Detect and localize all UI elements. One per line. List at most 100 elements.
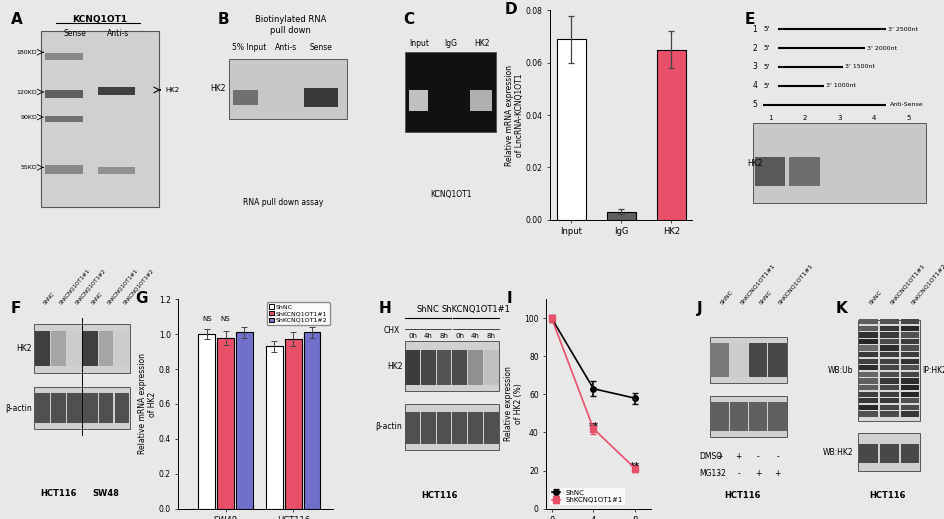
Text: ShKCNQ1OT1#1: ShKCNQ1OT1#1 [59, 268, 91, 306]
FancyBboxPatch shape [859, 365, 878, 371]
Text: +: + [755, 469, 762, 478]
Text: 5': 5' [764, 26, 769, 32]
FancyBboxPatch shape [880, 352, 899, 357]
FancyBboxPatch shape [859, 339, 878, 344]
FancyBboxPatch shape [34, 387, 130, 429]
FancyBboxPatch shape [789, 157, 820, 186]
Text: Anti-s: Anti-s [275, 43, 297, 52]
Text: 2: 2 [802, 115, 807, 121]
Text: ShKCNQ1OT1#1: ShKCNQ1OT1#1 [441, 305, 510, 314]
FancyBboxPatch shape [901, 339, 919, 344]
Text: 0h: 0h [455, 333, 464, 339]
Text: WB:Ub: WB:Ub [828, 366, 853, 375]
Text: β-actin: β-actin [5, 404, 32, 413]
FancyBboxPatch shape [452, 412, 467, 444]
FancyBboxPatch shape [880, 405, 899, 410]
Text: ShKCNQ1OT1#2: ShKCNQ1OT1#2 [910, 263, 944, 306]
FancyBboxPatch shape [99, 393, 113, 423]
FancyBboxPatch shape [405, 341, 499, 391]
FancyBboxPatch shape [901, 372, 919, 377]
Text: CHX: CHX [383, 326, 400, 335]
FancyBboxPatch shape [859, 385, 878, 390]
Text: KCNQ1OT1: KCNQ1OT1 [72, 15, 127, 23]
Text: A: A [11, 12, 23, 28]
FancyBboxPatch shape [233, 90, 258, 105]
FancyBboxPatch shape [83, 393, 97, 423]
FancyBboxPatch shape [859, 398, 878, 403]
Text: H: H [379, 302, 392, 317]
FancyBboxPatch shape [880, 411, 899, 417]
FancyBboxPatch shape [901, 319, 919, 324]
Text: 5': 5' [764, 45, 769, 51]
FancyBboxPatch shape [730, 343, 748, 377]
FancyBboxPatch shape [470, 90, 492, 111]
Bar [285, 339, 302, 509]
FancyBboxPatch shape [880, 319, 899, 324]
Bar [236, 333, 253, 509]
Text: HCT116: HCT116 [40, 489, 76, 498]
Text: Sense: Sense [63, 29, 86, 38]
Text: ShKCNQ1OT1#1: ShKCNQ1OT1#1 [106, 268, 139, 306]
FancyBboxPatch shape [859, 411, 878, 417]
Text: HK2: HK2 [747, 159, 763, 168]
FancyBboxPatch shape [859, 346, 878, 351]
Text: SW48: SW48 [93, 489, 120, 498]
Y-axis label: Relative expression
of HK2 (%): Relative expression of HK2 (%) [503, 366, 523, 441]
FancyBboxPatch shape [115, 331, 129, 366]
FancyBboxPatch shape [452, 349, 467, 385]
Text: -: - [776, 452, 779, 461]
FancyBboxPatch shape [710, 343, 729, 377]
Text: MG132: MG132 [700, 469, 726, 478]
FancyBboxPatch shape [45, 90, 82, 98]
FancyBboxPatch shape [880, 326, 899, 331]
Text: +: + [735, 452, 742, 461]
Text: **: ** [588, 422, 598, 432]
Text: -: - [737, 469, 740, 478]
Text: F: F [10, 302, 21, 317]
FancyBboxPatch shape [901, 378, 919, 384]
FancyBboxPatch shape [901, 365, 919, 371]
FancyBboxPatch shape [421, 412, 436, 444]
Text: Biotinylated RNA
pull down: Biotinylated RNA pull down [255, 15, 326, 35]
Y-axis label: Relative mRNA expression
of HK2: Relative mRNA expression of HK2 [138, 353, 158, 455]
Text: 4: 4 [871, 115, 876, 121]
Text: 5': 5' [764, 83, 769, 89]
Text: 5: 5 [752, 100, 757, 109]
Y-axis label: Relative mRNA expression
of LncRNA-KCNQ1OT1: Relative mRNA expression of LncRNA-KCNQ1… [505, 64, 524, 166]
Text: ShNC: ShNC [758, 289, 773, 306]
FancyBboxPatch shape [67, 393, 81, 423]
Text: E: E [745, 12, 755, 28]
FancyBboxPatch shape [405, 412, 420, 444]
FancyBboxPatch shape [34, 324, 130, 373]
Bar [657, 50, 686, 220]
FancyBboxPatch shape [901, 332, 919, 337]
FancyBboxPatch shape [880, 339, 899, 344]
Text: NS: NS [202, 316, 211, 322]
Text: HK2: HK2 [16, 344, 32, 353]
Legend: ShNC, ShKCNQ1OT1#1: ShNC, ShKCNQ1OT1#1 [550, 487, 625, 505]
Text: Anti-s: Anti-s [108, 29, 129, 38]
FancyBboxPatch shape [41, 31, 159, 207]
Text: DMSO: DMSO [700, 452, 722, 461]
Text: +: + [716, 452, 723, 461]
FancyBboxPatch shape [859, 319, 878, 324]
Text: 0h: 0h [408, 333, 417, 339]
FancyBboxPatch shape [468, 412, 483, 444]
FancyBboxPatch shape [437, 349, 451, 385]
FancyBboxPatch shape [901, 444, 919, 462]
Text: ShKCNQ1OT1#2: ShKCNQ1OT1#2 [75, 268, 107, 306]
Text: ShNC: ShNC [719, 289, 734, 306]
FancyBboxPatch shape [730, 402, 748, 431]
FancyBboxPatch shape [484, 349, 498, 385]
FancyBboxPatch shape [901, 411, 919, 417]
Bar [304, 333, 320, 509]
FancyBboxPatch shape [229, 59, 347, 119]
Bar [198, 334, 215, 509]
FancyBboxPatch shape [880, 385, 899, 390]
FancyBboxPatch shape [901, 346, 919, 351]
Text: HK2: HK2 [474, 39, 490, 48]
FancyBboxPatch shape [859, 359, 878, 364]
FancyBboxPatch shape [859, 378, 878, 384]
FancyBboxPatch shape [405, 349, 420, 385]
Text: -: - [757, 452, 760, 461]
